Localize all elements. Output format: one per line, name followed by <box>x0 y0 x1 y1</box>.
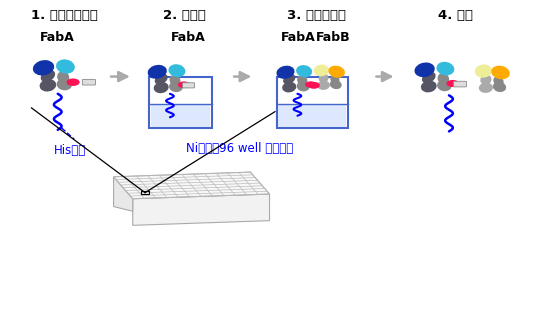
Ellipse shape <box>480 75 492 85</box>
Ellipse shape <box>57 78 72 90</box>
Circle shape <box>67 78 80 86</box>
Polygon shape <box>113 172 270 199</box>
Ellipse shape <box>153 82 169 93</box>
Ellipse shape <box>493 82 506 92</box>
Ellipse shape <box>56 59 75 74</box>
Ellipse shape <box>296 81 310 91</box>
Ellipse shape <box>283 74 295 84</box>
Circle shape <box>305 81 316 88</box>
Ellipse shape <box>475 64 492 78</box>
Bar <box>149 76 212 128</box>
Ellipse shape <box>479 82 493 93</box>
Ellipse shape <box>57 71 69 83</box>
Ellipse shape <box>40 79 56 92</box>
Ellipse shape <box>41 70 55 82</box>
Bar <box>151 104 211 127</box>
Ellipse shape <box>314 64 329 76</box>
Ellipse shape <box>415 63 434 77</box>
Circle shape <box>308 82 320 89</box>
Text: FabA: FabA <box>280 31 315 44</box>
Circle shape <box>178 82 190 88</box>
Bar <box>278 104 346 127</box>
Text: FabA: FabA <box>40 31 74 44</box>
Text: 1. リンカー付加: 1. リンカー付加 <box>31 9 98 22</box>
Ellipse shape <box>438 73 449 84</box>
FancyBboxPatch shape <box>82 79 96 85</box>
Text: FabB: FabB <box>316 31 351 44</box>
Ellipse shape <box>318 74 328 83</box>
Ellipse shape <box>422 72 436 83</box>
Ellipse shape <box>437 62 454 76</box>
FancyBboxPatch shape <box>183 83 195 88</box>
Ellipse shape <box>147 65 167 79</box>
Text: Hisタグ: Hisタグ <box>54 144 86 157</box>
FancyBboxPatch shape <box>453 81 466 87</box>
Bar <box>141 191 150 194</box>
Ellipse shape <box>421 81 437 92</box>
Text: Niレジン96 well プレート: Niレジン96 well プレート <box>186 142 293 155</box>
Ellipse shape <box>168 64 185 77</box>
Ellipse shape <box>330 80 342 89</box>
Ellipse shape <box>317 81 330 90</box>
Ellipse shape <box>493 76 504 86</box>
Ellipse shape <box>296 65 312 77</box>
Ellipse shape <box>277 66 295 79</box>
Ellipse shape <box>33 60 54 76</box>
Ellipse shape <box>282 82 296 93</box>
Text: 3. ダイマー化: 3. ダイマー化 <box>287 9 345 22</box>
Text: 2. 固定化: 2. 固定化 <box>163 9 206 22</box>
Ellipse shape <box>330 75 339 84</box>
Ellipse shape <box>155 74 168 85</box>
Ellipse shape <box>169 75 180 86</box>
Ellipse shape <box>437 80 452 91</box>
Circle shape <box>447 80 459 87</box>
Text: 4. 溶出: 4. 溶出 <box>438 9 473 22</box>
Polygon shape <box>133 194 270 225</box>
Ellipse shape <box>328 66 345 78</box>
Ellipse shape <box>169 82 183 92</box>
Ellipse shape <box>491 66 510 79</box>
Bar <box>277 76 348 128</box>
Text: FabA: FabA <box>171 31 206 44</box>
Ellipse shape <box>297 75 307 85</box>
Polygon shape <box>113 177 133 211</box>
